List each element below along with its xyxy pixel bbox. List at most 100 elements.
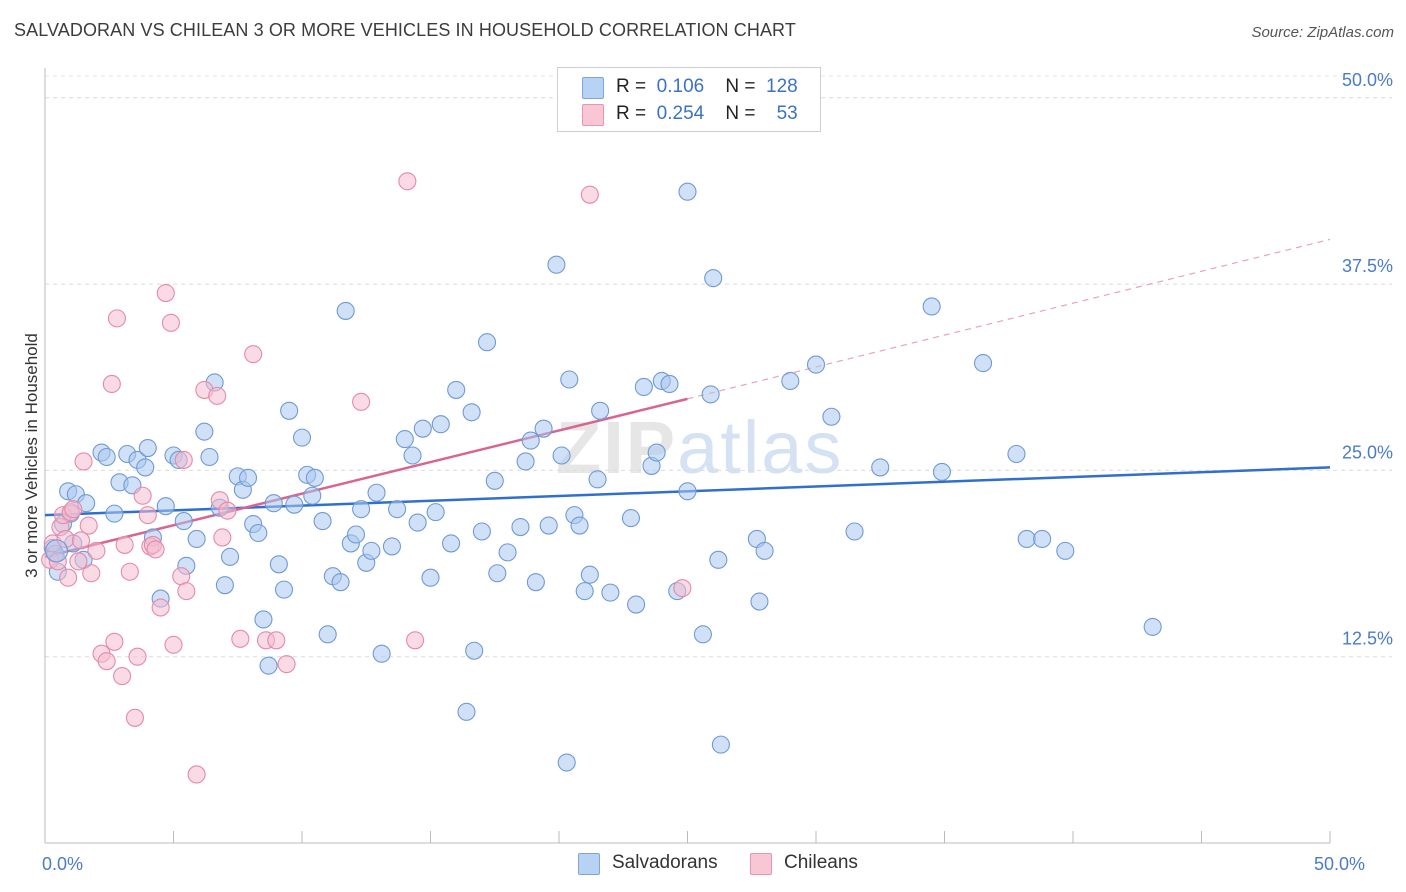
point-chileans — [352, 392, 371, 411]
point-salvadorans — [352, 500, 371, 519]
point-chileans — [105, 632, 124, 651]
point-chileans — [398, 172, 417, 191]
point-salvadorans — [511, 517, 530, 537]
point-chileans — [107, 309, 127, 328]
point-cluster-salvadorans — [45, 539, 69, 563]
legend-n-value: 53 — [776, 103, 798, 124]
point-salvadorans — [1143, 617, 1162, 636]
point-salvadorans — [465, 641, 484, 660]
point-salvadorans — [678, 182, 697, 201]
point-salvadorans — [477, 333, 497, 352]
point-salvadorans — [305, 468, 324, 487]
point-chileans — [115, 535, 134, 554]
point-salvadorans — [580, 565, 599, 584]
point-chileans — [406, 631, 425, 650]
point-salvadorans — [498, 543, 517, 562]
point-salvadorans — [701, 385, 720, 404]
point-salvadorans — [269, 555, 288, 574]
gridlines — [45, 75, 1392, 658]
point-chileans — [218, 501, 237, 520]
source-label: Source: ZipAtlas.com — [1251, 24, 1394, 41]
y-tick-label: 37.5% — [1342, 256, 1393, 276]
legend-r-label: R = — [616, 103, 647, 124]
point-chileans — [64, 500, 83, 519]
point-salvadorans — [382, 537, 402, 556]
point-chileans — [231, 629, 250, 648]
point-salvadorans — [249, 523, 268, 543]
point-salvadorans — [557, 753, 576, 772]
point-salvadorans — [534, 419, 553, 438]
point-salvadorans — [313, 512, 332, 531]
legend-r-value: 0.254 — [656, 103, 705, 124]
point-salvadorans — [254, 610, 273, 629]
series-swatch-salvadorans — [578, 853, 600, 875]
legend-r-value: 0.106 — [656, 76, 705, 97]
point-chileans — [177, 582, 196, 601]
trend-extension-chileans — [687, 238, 1331, 400]
point-salvadorans — [1007, 444, 1026, 464]
point-salvadorans — [413, 419, 432, 438]
point-salvadorans — [472, 522, 491, 541]
y-tick-label: 12.5% — [1342, 629, 1393, 649]
point-salvadorans — [187, 529, 206, 549]
point-salvadorans — [200, 447, 219, 467]
point-salvadorans — [591, 401, 610, 420]
point-salvadorans — [526, 573, 545, 592]
legend-swatch-chileans — [582, 104, 604, 126]
point-salvadorans — [431, 415, 450, 434]
point-chileans — [244, 345, 263, 364]
point-salvadorans — [693, 625, 712, 644]
point-salvadorans — [521, 431, 540, 450]
point-chileans — [113, 667, 132, 686]
point-chileans — [146, 540, 165, 559]
point-salvadorans — [601, 583, 620, 602]
legend-r-label: R = — [616, 76, 647, 97]
point-salvadorans — [570, 516, 589, 535]
point-salvadorans — [280, 401, 299, 420]
point-salvadorans — [845, 522, 864, 541]
point-salvadorans — [215, 576, 234, 595]
point-salvadorans — [395, 430, 414, 449]
point-salvadorans — [1017, 529, 1036, 549]
point-salvadorans — [627, 595, 646, 614]
point-salvadorans — [105, 504, 124, 523]
point-chileans — [125, 708, 144, 727]
point-salvadorans — [621, 509, 641, 528]
point-salvadorans — [539, 516, 558, 535]
point-salvadorans — [388, 500, 407, 519]
point-salvadorans — [408, 513, 427, 532]
point-salvadorans — [781, 371, 800, 391]
point-salvadorans — [442, 534, 461, 553]
point-salvadorans — [1033, 529, 1052, 549]
point-salvadorans — [457, 702, 476, 721]
point-chileans — [138, 506, 157, 525]
correlation-legend: R = 0.106 N = 128 R = 0.254 N = 53 — [557, 67, 821, 132]
point-chileans — [580, 185, 599, 204]
point-salvadorans — [318, 625, 337, 644]
point-salvadorans — [362, 541, 381, 560]
point-salvadorans — [647, 443, 666, 462]
point-chileans — [69, 552, 88, 571]
point-chileans — [74, 452, 93, 471]
point-salvadorans — [138, 438, 157, 458]
tick-labels: 12.5% 25.0% 37.5% 50.0% 0.0% 50.0% 3 or more V… — [22, 70, 1393, 874]
point-salvadorans — [426, 503, 445, 522]
point-chileans — [97, 652, 116, 671]
point-salvadorans — [922, 297, 941, 316]
point-chileans — [59, 568, 78, 587]
point-salvadorans — [973, 354, 993, 373]
point-salvadorans — [447, 380, 466, 399]
point-salvadorans — [285, 495, 304, 514]
point-salvadorans — [488, 564, 507, 583]
point-salvadorans — [552, 446, 571, 465]
point-chileans — [87, 541, 106, 560]
point-salvadorans — [1056, 541, 1075, 560]
point-salvadorans — [932, 462, 951, 481]
point-salvadorans — [136, 458, 155, 477]
point-chileans — [267, 631, 286, 650]
legend-n-label: N = — [725, 76, 756, 97]
point-salvadorans — [516, 452, 535, 471]
axes — [44, 68, 1331, 844]
point-salvadorans — [575, 582, 594, 601]
